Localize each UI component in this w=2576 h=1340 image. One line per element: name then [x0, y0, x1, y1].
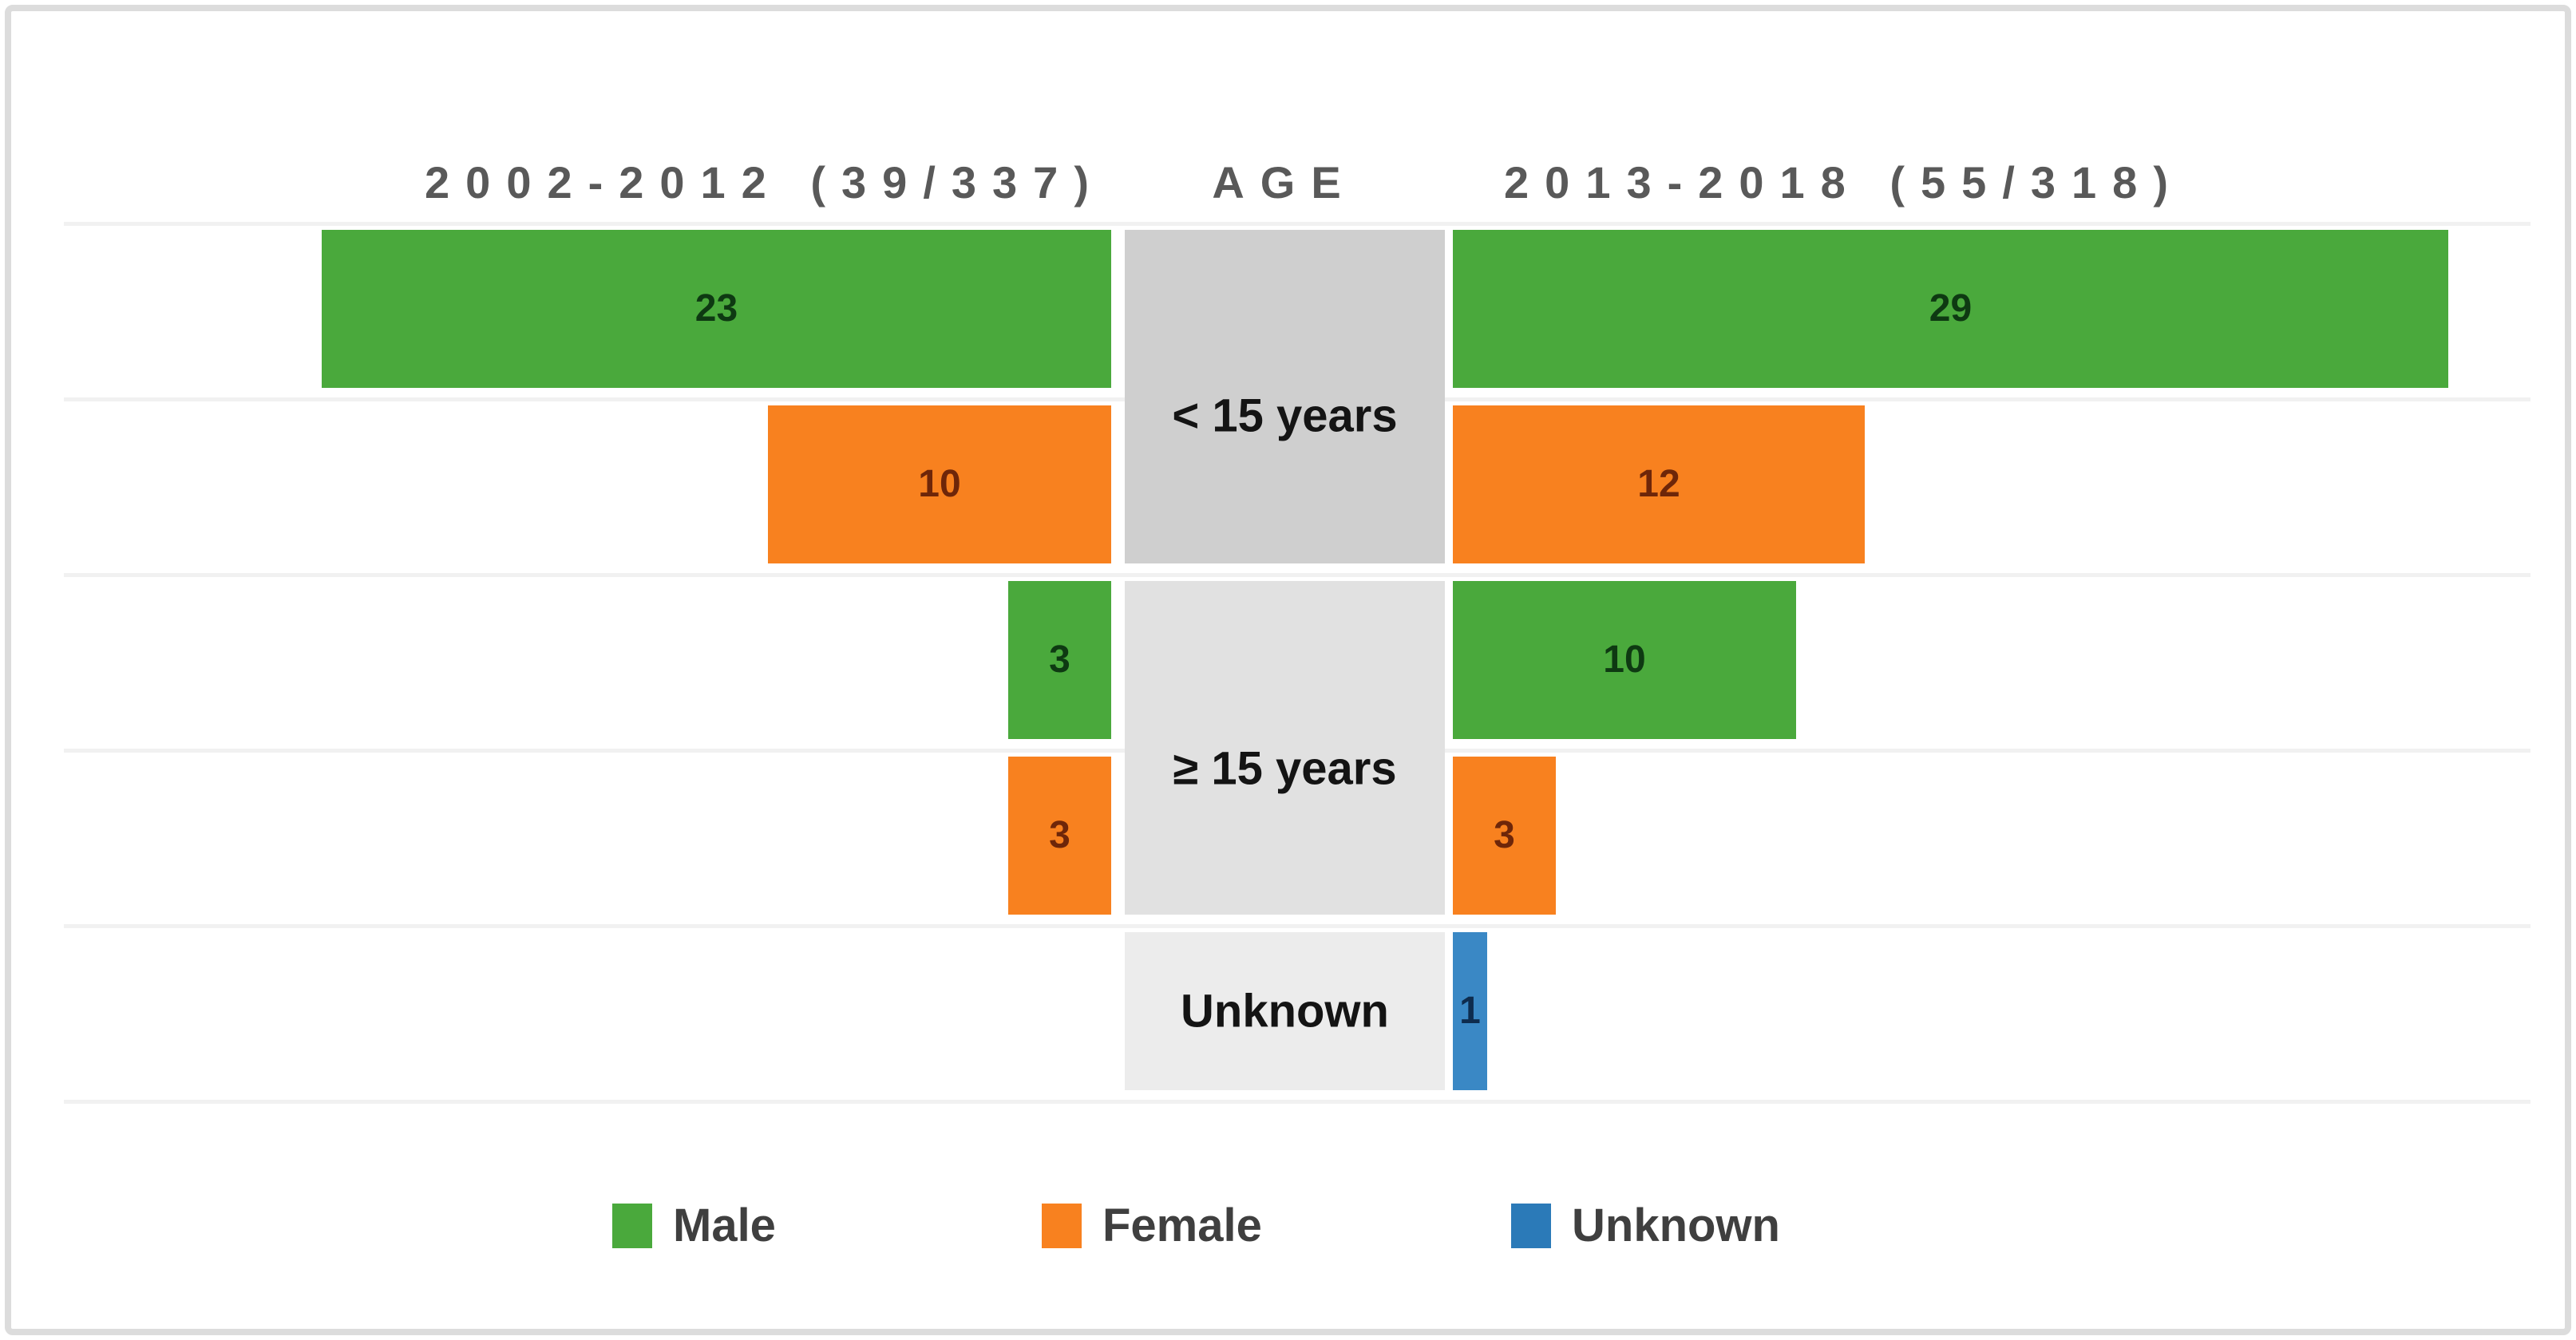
age-group-box — [1125, 581, 1445, 915]
gridline — [64, 573, 2530, 577]
bar-value-label: 3 — [1494, 814, 1515, 856]
age-group-label: ≥ 15 years — [1173, 742, 1397, 795]
right-panel-title: 2013-2018 (55/318) — [1504, 157, 2184, 208]
gridline — [64, 1100, 2530, 1104]
female-bar-left: 3 — [1008, 757, 1111, 915]
male-bar-left: 23 — [322, 230, 1111, 388]
age-axis-title: AGE — [1212, 157, 1357, 208]
legend-item-unknown: Unknown — [1511, 1201, 1780, 1251]
unknown-swatch-icon — [1511, 1204, 1551, 1248]
female-bar-left: 10 — [768, 405, 1111, 563]
age-group-label: < 15 years — [1172, 389, 1398, 442]
legend-label-male: Male — [673, 1200, 776, 1251]
bar-value-label: 12 — [1637, 463, 1680, 505]
bar-value-label: 10 — [918, 463, 961, 505]
legend-item-male: Male — [612, 1201, 776, 1251]
bar-value-label: 10 — [1603, 638, 1646, 681]
gridline — [64, 222, 2530, 226]
bar-value-label: 1 — [1459, 990, 1481, 1032]
male-bar-right: 10 — [1453, 581, 1796, 739]
left-panel-title: 2002-2012 (39/337) — [425, 157, 1105, 208]
age-group-box — [1125, 932, 1445, 1090]
male-bar-left: 3 — [1008, 581, 1111, 739]
bar-value-label: 3 — [1049, 814, 1070, 856]
bar-value-label: 3 — [1049, 638, 1070, 681]
female-bar-right: 12 — [1453, 405, 1865, 563]
legend-label-female: Female — [1102, 1200, 1262, 1251]
female-bar-right: 3 — [1453, 757, 1556, 915]
unknown-bar-right: 1 — [1453, 932, 1487, 1090]
age-group-label: Unknown — [1181, 985, 1389, 1038]
bar-value-label: 29 — [1929, 287, 1973, 330]
gridline — [64, 924, 2530, 928]
legend-item-female: Female — [1042, 1201, 1262, 1251]
age-group-box — [1125, 230, 1445, 563]
legend-label-unknown: Unknown — [1572, 1200, 1780, 1251]
male-bar-right: 29 — [1453, 230, 2448, 388]
male-swatch-icon — [612, 1204, 652, 1248]
female-swatch-icon — [1042, 1204, 1082, 1248]
bar-value-label: 23 — [694, 287, 738, 330]
